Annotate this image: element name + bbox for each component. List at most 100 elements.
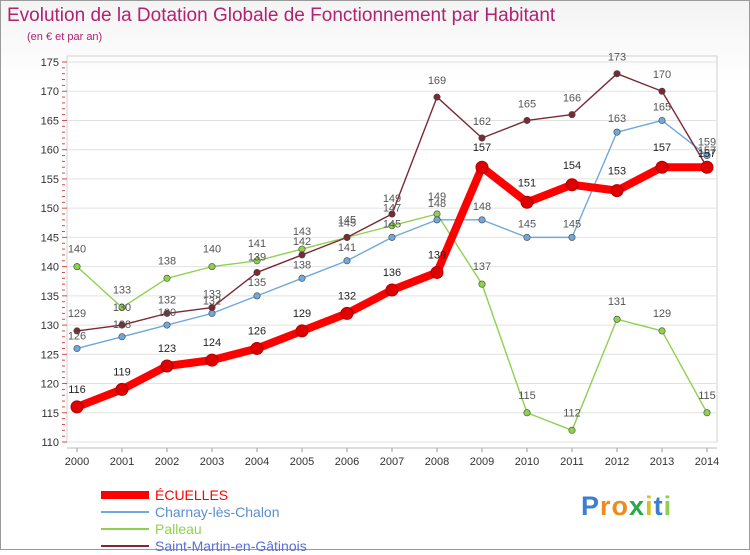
data-point — [568, 111, 576, 119]
data-point — [340, 306, 354, 320]
data-point — [613, 128, 621, 136]
y-tick-label: 110 — [41, 437, 59, 449]
x-tick-label: 2010 — [515, 456, 539, 468]
data-label: 132 — [338, 290, 356, 302]
data-point — [430, 265, 444, 279]
data-point — [433, 210, 441, 218]
data-point — [478, 216, 486, 224]
data-label: 169 — [428, 75, 446, 87]
data-point — [253, 268, 261, 276]
data-label: 129 — [653, 308, 671, 320]
data-point — [388, 222, 396, 230]
chart-title: Evolution de la Dotation Globale de Fonc… — [7, 5, 556, 26]
data-label: 157 — [698, 145, 716, 157]
data-point — [613, 70, 621, 78]
logo-letter: P — [581, 491, 601, 521]
data-point — [388, 210, 396, 218]
x-tick-label: 2002 — [155, 456, 179, 468]
data-point — [208, 263, 216, 271]
data-point — [610, 184, 624, 198]
data-label: 132 — [158, 294, 176, 306]
data-label: 139 — [248, 251, 266, 263]
legend-label: Saint-Martin-en-Gâtinois — [155, 538, 307, 554]
data-label: 133 — [203, 289, 221, 301]
data-label: 115 — [698, 390, 716, 402]
axes: 110 115 120 125 130 135 140 145 150 155 160 165 170 1… — [41, 57, 720, 468]
legend-label: Palleau — [155, 521, 202, 537]
data-label: 145 — [338, 214, 356, 226]
data-point — [163, 274, 171, 282]
data-point — [433, 93, 441, 101]
y-tick-label: 165 — [41, 115, 59, 127]
data-point — [253, 292, 261, 300]
data-label: 138 — [293, 259, 311, 271]
data-label: 148 — [473, 201, 491, 213]
data-label: 139 — [428, 249, 446, 261]
logo-letter: x — [629, 491, 646, 521]
data-label: 149 — [428, 191, 446, 203]
data-label: 133 — [113, 285, 131, 297]
data-label: 159 — [698, 137, 716, 149]
data-point — [118, 333, 126, 341]
legend-swatch — [101, 511, 149, 513]
y-tick-label: 135 — [41, 291, 59, 303]
data-label: 129 — [68, 308, 86, 320]
data-label: 132 — [203, 295, 221, 307]
y-tick-label: 120 — [41, 379, 59, 391]
data-label: 126 — [248, 325, 266, 337]
legend-swatch — [101, 545, 149, 547]
y-tick-label: 155 — [41, 174, 59, 186]
data-label: 165 — [653, 101, 671, 113]
y-tick-label: 150 — [41, 203, 59, 215]
x-tick-label: 2000 — [65, 456, 89, 468]
y-tick-label: 140 — [41, 262, 59, 274]
data-label: 157 — [698, 148, 716, 160]
data-label: 116 — [68, 384, 86, 396]
data-point — [118, 304, 126, 312]
data-label: 157 — [653, 142, 671, 154]
data-label: 115 — [518, 390, 536, 402]
x-tick-label: 2012 — [605, 456, 629, 468]
data-label: 126 — [68, 330, 86, 342]
series-line — [76, 213, 708, 432]
legend-label: Charnay-lès-Chalon — [155, 504, 280, 520]
data-point — [163, 321, 171, 329]
x-tick-label: 2003 — [200, 456, 224, 468]
data-label: 119 — [113, 366, 131, 378]
data-label: 151 — [518, 177, 536, 189]
data-point — [478, 134, 486, 142]
data-label: 143 — [293, 226, 311, 238]
y-tick-label: 145 — [41, 232, 59, 244]
data-label: 147 — [383, 203, 401, 215]
data-point — [118, 321, 126, 329]
data-point — [700, 160, 714, 174]
data-point — [520, 195, 534, 209]
data-label: 136 — [383, 267, 401, 279]
x-tick-label: 2011 — [560, 456, 584, 468]
data-point — [523, 409, 531, 417]
data-point — [298, 251, 306, 259]
data-label: 165 — [518, 98, 536, 110]
data-label: 148 — [428, 198, 446, 210]
data-point — [658, 116, 666, 124]
data-label: 140 — [203, 244, 221, 256]
x-tick-label: 2004 — [245, 456, 269, 468]
data-label: 142 — [293, 236, 311, 248]
y-tick-label: 170 — [41, 86, 59, 98]
data-point — [343, 233, 351, 241]
data-point — [253, 257, 261, 265]
data-label: 173 — [608, 52, 626, 64]
data-point — [655, 160, 669, 174]
data-point — [568, 426, 576, 434]
y-tick-label: 130 — [41, 320, 59, 332]
logo-letter: t — [653, 491, 664, 521]
data-label: 162 — [473, 116, 491, 128]
data-point — [703, 152, 711, 160]
data-label: 130 — [113, 302, 131, 314]
data-point — [208, 309, 216, 317]
y-tick-label: 175 — [41, 57, 59, 69]
y-tick-label: 125 — [41, 349, 59, 361]
data-point — [73, 344, 81, 352]
logo-letter: i — [663, 491, 673, 521]
